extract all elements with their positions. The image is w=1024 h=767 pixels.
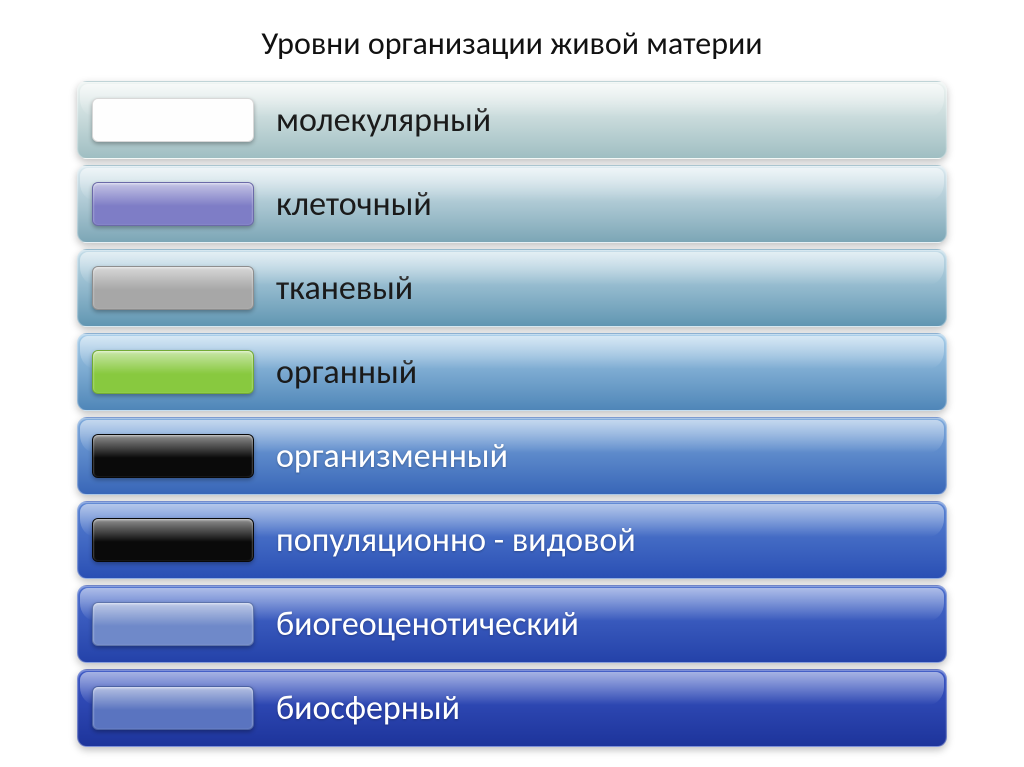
level-chip bbox=[92, 686, 254, 730]
level-chip bbox=[92, 350, 254, 394]
level-label: молекулярный bbox=[276, 100, 491, 141]
level-label: тканевый bbox=[276, 268, 413, 309]
level-chip bbox=[92, 602, 254, 646]
level-bar: молекулярный bbox=[77, 81, 947, 159]
level-chip bbox=[92, 182, 254, 226]
level-chip bbox=[92, 434, 254, 478]
level-chip bbox=[92, 98, 254, 142]
level-label: клеточный bbox=[276, 184, 432, 225]
level-label: биогеоценотический bbox=[276, 604, 579, 645]
level-bar: организменный bbox=[77, 417, 947, 495]
level-bar: биосферный bbox=[77, 669, 947, 747]
level-bar: клеточный bbox=[77, 165, 947, 243]
level-label: биосферный bbox=[276, 688, 460, 729]
slide: Уровни организации живой материи молекул… bbox=[0, 24, 1024, 767]
level-label: органный bbox=[276, 352, 417, 393]
level-label: популяционно - видовой bbox=[276, 520, 636, 561]
level-chip bbox=[92, 518, 254, 562]
level-bar: тканевый bbox=[77, 249, 947, 327]
level-bar: органный bbox=[77, 333, 947, 411]
level-label: организменный bbox=[276, 436, 508, 477]
level-bar: биогеоценотический bbox=[77, 585, 947, 663]
levels-list: молекулярный клеточный тканевый органный орг… bbox=[77, 81, 947, 747]
slide-title: Уровни организации живой материи bbox=[0, 24, 1024, 63]
level-bar: популяционно - видовой bbox=[77, 501, 947, 579]
level-chip bbox=[92, 266, 254, 310]
